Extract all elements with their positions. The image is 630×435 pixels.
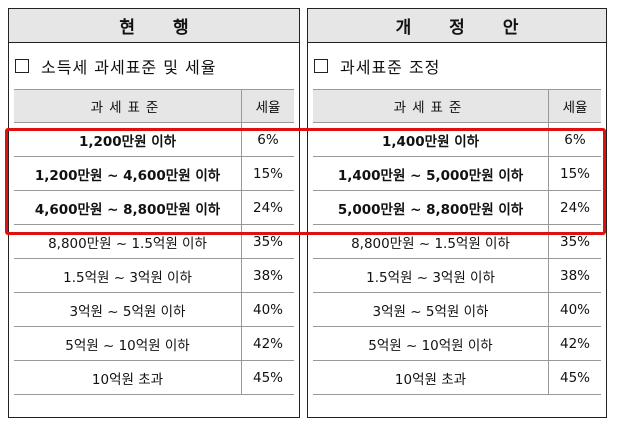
bracket-cell: 5,000만원 ~ 8,800만원 이하 (313, 190, 549, 225)
bracket-cell: 1,400만원 ~ 5,000만원 이하 (313, 156, 549, 191)
bracket-cell: 5억원 ~ 10억원 이하 (313, 326, 549, 361)
bracket-cell: 5억원 ~ 10억원 이하 (14, 326, 242, 361)
table-row: 5억원 ~ 10억원 이하 42% (14, 326, 294, 361)
rate-cell: 45% (548, 360, 601, 395)
table-row: 1,400만원 ~ 5,000만원 이하 15% (313, 156, 601, 191)
rate-cell: 45% (241, 360, 294, 395)
proposed-header-bracket: 과세표준 (313, 89, 549, 123)
rate-cell: 38% (241, 258, 294, 293)
bracket-cell: 3억원 ~ 5억원 이하 (313, 292, 549, 327)
bracket-cell: 8,800만원 ~ 1.5억원 이하 (14, 224, 242, 259)
proposed-table-header: 과세표준 세율 (313, 89, 601, 123)
rate-cell: 42% (241, 326, 294, 361)
current-panel: 현 행 소득세 과세표준 및 세율 과세표준 세율 1,200만원 이하 6% 1,… (8, 8, 300, 418)
proposed-title: 개 정 안 (308, 9, 606, 43)
proposed-section-label: 과세표준 조정 (340, 58, 441, 77)
proposed-section: 과세표준 조정 (308, 43, 606, 89)
checkbox-icon (314, 59, 328, 73)
current-section: 소득세 과세표준 및 세율 (9, 43, 299, 89)
rate-cell: 15% (241, 156, 294, 191)
rate-cell: 35% (241, 224, 294, 259)
checkbox-icon (15, 59, 29, 73)
table-row: 8,800만원 ~ 1.5억원 이하 35% (313, 224, 601, 259)
table-row: 4,600만원 ~ 8,800만원 이하 24% (14, 190, 294, 225)
bracket-cell: 1,200만원 ~ 4,600만원 이하 (14, 156, 242, 191)
highlight-box (5, 128, 606, 235)
rate-cell: 40% (241, 292, 294, 327)
bracket-cell: 1.5억원 ~ 3억원 이하 (14, 258, 242, 293)
current-header-bracket: 과세표준 (14, 89, 242, 123)
table-row: 1.5억원 ~ 3억원 이하 38% (14, 258, 294, 293)
proposed-header-rate: 세율 (548, 89, 601, 123)
rate-cell: 40% (548, 292, 601, 327)
bracket-cell: 8,800만원 ~ 1.5억원 이하 (313, 224, 549, 259)
table-row: 5억원 ~ 10억원 이하 42% (313, 326, 601, 361)
table-row: 1,200만원 ~ 4,600만원 이하 15% (14, 156, 294, 191)
current-header-rate: 세율 (241, 89, 294, 123)
current-section-label: 소득세 과세표준 및 세율 (41, 58, 217, 77)
table-row: 5,000만원 ~ 8,800만원 이하 24% (313, 190, 601, 225)
table-row: 3억원 ~ 5억원 이하 40% (313, 292, 601, 327)
rate-cell: 24% (241, 190, 294, 225)
table-row: 8,800만원 ~ 1.5억원 이하 35% (14, 224, 294, 259)
rate-cell: 42% (548, 326, 601, 361)
rate-cell: 38% (548, 258, 601, 293)
bracket-cell: 3억원 ~ 5억원 이하 (14, 292, 242, 327)
current-table-header: 과세표준 세율 (14, 89, 294, 123)
proposed-panel: 개 정 안 과세표준 조정 과세표준 세율 1,400만원 이하 6% 1,400만… (307, 8, 607, 418)
proposed-rate-table: 과세표준 세율 1,400만원 이하 6% 1,400만원 ~ 5,000만원 이하… (313, 89, 601, 395)
table-row: 10억원 초과 45% (313, 360, 601, 395)
current-title: 현 행 (9, 9, 299, 43)
bracket-cell: 10억원 초과 (313, 360, 549, 395)
bracket-cell: 4,600만원 ~ 8,800만원 이하 (14, 190, 242, 225)
rate-cell: 15% (548, 156, 601, 191)
rate-cell: 24% (548, 190, 601, 225)
table-row: 1.5억원 ~ 3억원 이하 38% (313, 258, 601, 293)
table-row: 3억원 ~ 5억원 이하 40% (14, 292, 294, 327)
bracket-cell: 1.5억원 ~ 3억원 이하 (313, 258, 549, 293)
bracket-cell: 10억원 초과 (14, 360, 242, 395)
rate-cell: 35% (548, 224, 601, 259)
table-row: 10억원 초과 45% (14, 360, 294, 395)
